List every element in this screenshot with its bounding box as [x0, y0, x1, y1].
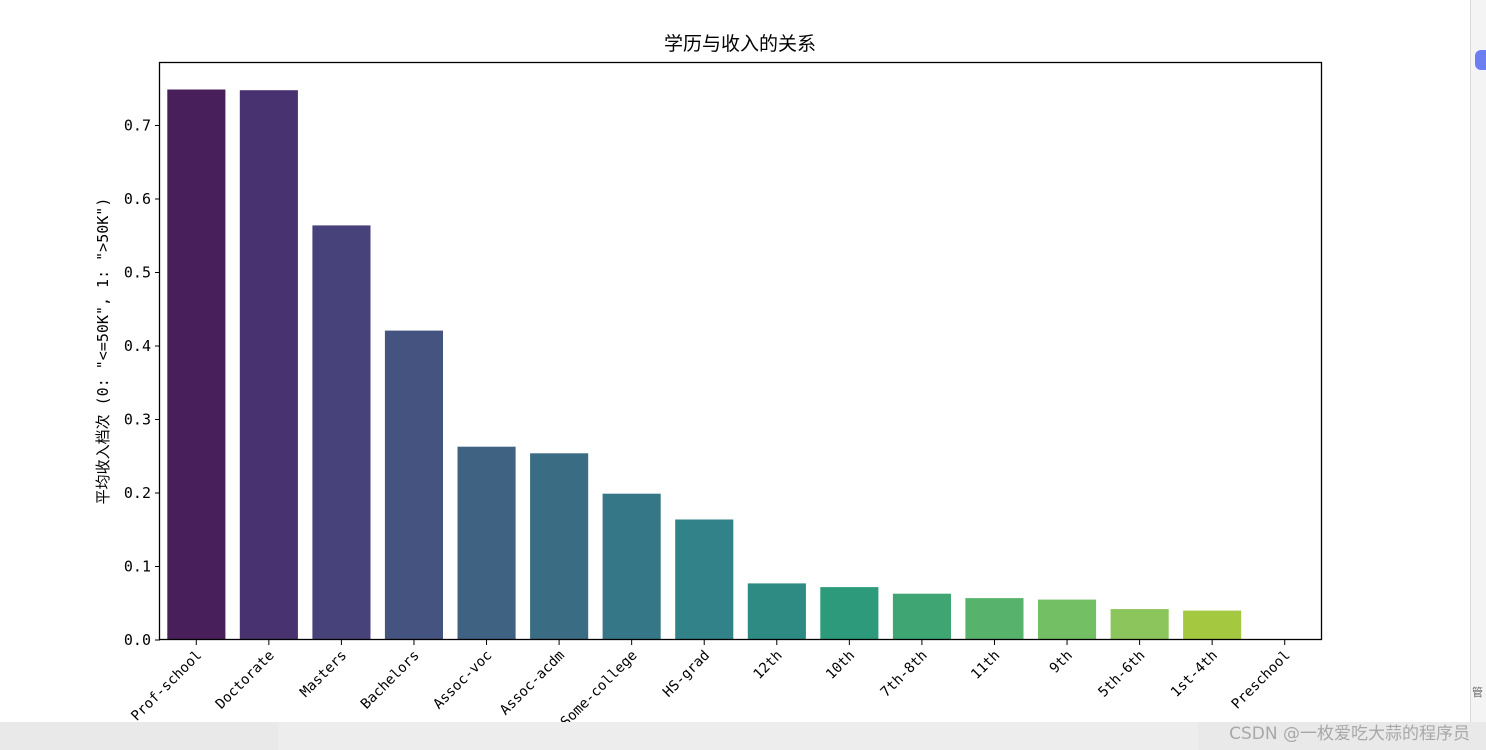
y-tick-label: 0.6 — [124, 190, 151, 208]
bar-10th — [820, 587, 879, 640]
y-tick-label: 0.2 — [124, 484, 151, 502]
bar-assoc-acdm — [530, 453, 589, 640]
bar-11th — [965, 598, 1024, 640]
bar-doctorate — [239, 90, 298, 640]
bar-masters — [312, 225, 371, 640]
x-tick-label: 7th-8th — [878, 648, 931, 701]
bottom-strip-shade — [278, 722, 1198, 750]
x-tick-label: 9th — [1047, 648, 1076, 677]
x-ticks-group: Prof-school Doctorate Masters Bachelors Asso… — [128, 640, 1294, 722]
x-tick-label: HS-grad — [660, 648, 713, 701]
bar-5th-6th — [1110, 609, 1169, 640]
x-tick-label: Masters — [297, 648, 350, 701]
x-tick-label: Bachelors — [358, 648, 423, 713]
x-tick-label: 10th — [823, 648, 858, 683]
x-tick-label: 5th-6th — [1095, 648, 1148, 701]
y-axis-label: 平均收入档次 (0: "<=50K", 1: ">50K") — [94, 198, 112, 505]
y-tick-label: 0.5 — [124, 263, 151, 281]
bar-1st-4th — [1183, 610, 1242, 640]
x-tick-label: 1st-4th — [1168, 648, 1221, 701]
bar-some-college — [602, 493, 661, 640]
x-tick-label: 12th — [750, 648, 785, 683]
plot-frame — [158, 61, 1323, 641]
y-tick-label: 0.1 — [124, 557, 151, 575]
bar-hs-grad — [675, 519, 734, 640]
bar-9th — [1038, 599, 1097, 640]
csdn-watermark: CSDN @一枚爱吃大蒜的程序员 — [1229, 724, 1470, 744]
y-ticks-group: 0.0 0.1 0.2 0.3 0.4 0.5 0.6 0.7 — [124, 116, 160, 649]
y-tick-label: 0.4 — [124, 337, 151, 355]
bar-7th-8th — [892, 593, 951, 640]
x-tick-label: Assoc-acdm — [497, 648, 568, 719]
chart-title: 学历与收入的关系 — [664, 33, 816, 55]
bar-prof-school — [167, 89, 226, 640]
side-panel-label[interactable]: 管 — [1472, 686, 1483, 699]
y-tick-label: 0.3 — [124, 410, 151, 428]
x-tick-label: Some-college — [558, 648, 641, 722]
bar-chart: 学历与收入的关系 平均收入档次 (0: "<=50K", 1: ">50K") … — [94, 33, 1323, 722]
bar-12th — [747, 583, 806, 640]
x-tick-label: Assoc-voc — [430, 648, 495, 713]
scrollbar-gutter[interactable] — [1470, 0, 1486, 722]
bar-bachelors — [384, 330, 443, 640]
y-tick-label: 0.0 — [124, 631, 151, 649]
x-tick-label: Doctorate — [213, 648, 278, 713]
x-tick-label: Prof-school — [128, 648, 205, 722]
bars-group — [167, 89, 1242, 640]
x-tick-label: 11th — [968, 648, 1003, 683]
figure-window: 学历与收入的关系 平均收入档次 (0: "<=50K", 1: ">50K") … — [94, 33, 1323, 722]
assistant-icon[interactable] — [1475, 50, 1486, 70]
y-tick-label: 0.7 — [124, 116, 151, 134]
x-tick-label: Preschool — [1229, 648, 1294, 713]
bar-assoc-voc — [457, 446, 516, 640]
bottom-strip — [0, 722, 1486, 750]
